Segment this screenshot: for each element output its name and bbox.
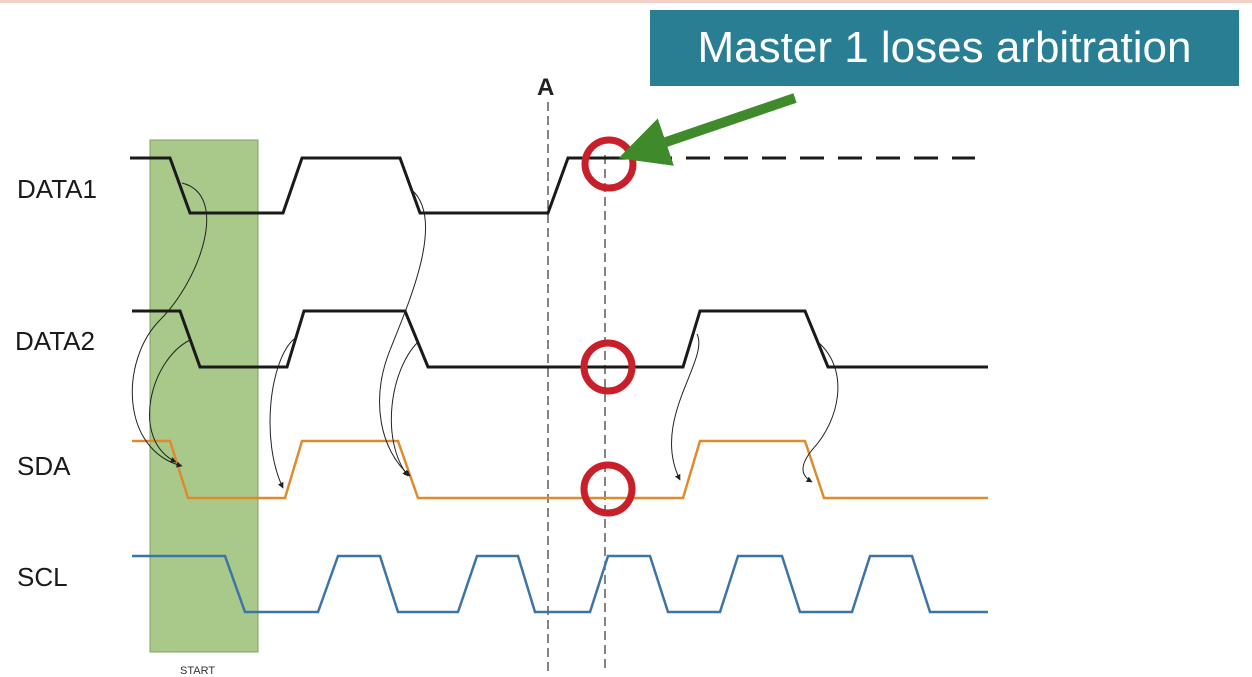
arrow-data2-to-sda-fall-2 [802,341,839,483]
start-label: START [180,665,215,677]
callout-text: Master 1 loses arbitration [697,23,1192,72]
label-data2: DATA2 [15,326,95,356]
arrow-data2-to-sda-start [149,339,191,463]
arrow-data1-to-sda-fall [379,189,427,477]
label-data1: DATA1 [17,174,97,204]
callout-arrow [618,93,797,166]
data2-waveform [132,309,988,369]
arbitration-circle-sda [580,461,636,517]
data1-waveform [130,156,610,215]
label-scl: SCL [17,562,68,592]
marker-a-label: A [537,74,554,101]
arrow-data2-to-sda-fall [390,341,419,477]
arrow-data1-to-sda-start [131,182,208,468]
label-sda: SDA [17,451,71,481]
sda-waveform [132,439,988,500]
arbitration-circle-data1 [581,136,637,192]
callout-box: Master 1 loses arbitration [650,10,1239,86]
arbitration-circle-data2 [580,339,636,395]
arrow-data2-to-sda-rise [269,338,295,489]
arrow-data2-to-sda-rise-2 [671,333,700,481]
start-region [149,139,259,653]
top-border-strip [0,0,1252,3]
scl-waveform [132,554,988,614]
